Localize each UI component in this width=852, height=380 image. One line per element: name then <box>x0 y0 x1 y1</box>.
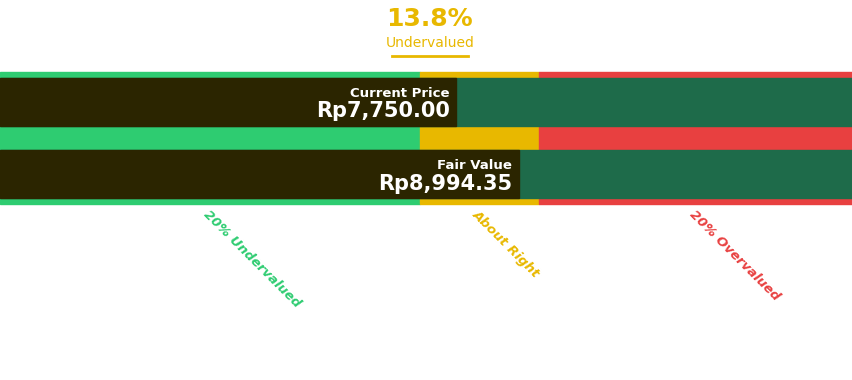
Text: 20% Overvalued: 20% Overvalued <box>686 208 781 303</box>
Text: Undervalued: Undervalued <box>385 36 474 50</box>
Bar <box>419 71 538 204</box>
Text: Fair Value: Fair Value <box>436 159 511 172</box>
Bar <box>0 71 419 204</box>
Text: Current Price: Current Price <box>349 87 449 100</box>
Bar <box>0 150 852 198</box>
Text: 13.8%: 13.8% <box>386 7 473 31</box>
Text: About Right: About Right <box>469 208 542 280</box>
Text: 20% Undervalued: 20% Undervalued <box>200 208 302 310</box>
Bar <box>0 78 852 126</box>
Bar <box>0 78 456 126</box>
Text: Rp7,750.00: Rp7,750.00 <box>315 101 449 121</box>
Bar <box>0 150 518 198</box>
Text: Rp8,994.35: Rp8,994.35 <box>377 174 511 193</box>
Bar <box>538 71 852 204</box>
